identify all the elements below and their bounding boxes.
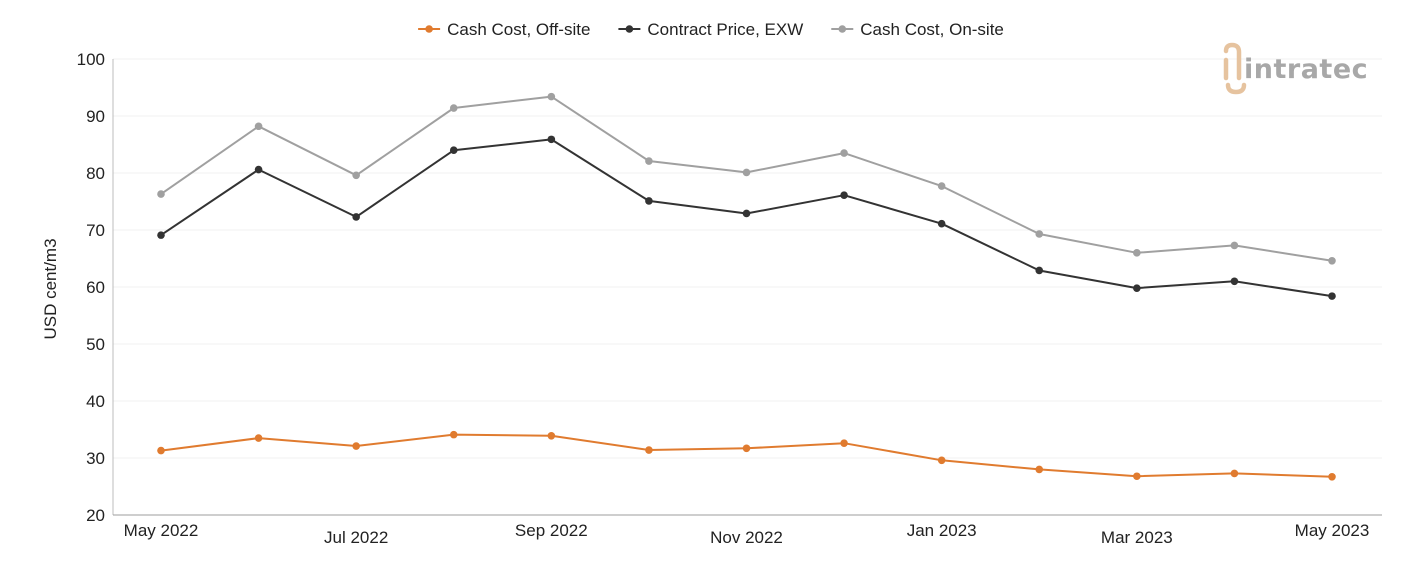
legend-label: Cash Cost, Off-site	[447, 20, 590, 39]
data-point	[352, 442, 360, 450]
data-point	[1230, 469, 1239, 478]
data-point	[1035, 465, 1044, 474]
x-tick-label: Mar 2023	[1101, 528, 1173, 547]
logo-wordmark: intratec	[1244, 54, 1368, 85]
data-point	[1328, 256, 1336, 265]
x-tick-label: May 2023	[1295, 521, 1370, 540]
data-point	[547, 135, 556, 144]
series-line	[160, 433, 1333, 478]
data-point	[840, 439, 848, 447]
data-point	[840, 149, 848, 157]
data-point	[937, 182, 946, 190]
series-line	[160, 95, 1333, 262]
data-point	[645, 446, 653, 454]
data-point	[449, 430, 458, 439]
gridlines	[113, 58, 1382, 459]
y-tick-label: 50	[86, 335, 105, 354]
data-point	[742, 444, 751, 453]
data-point	[1035, 266, 1044, 275]
data-point	[742, 209, 751, 218]
x-tick-label: Jan 2023	[907, 521, 977, 540]
data-point	[352, 171, 360, 180]
x-tick-label: Nov 2022	[710, 528, 783, 547]
y-tick-label: 70	[86, 221, 105, 240]
series-1	[157, 135, 1336, 300]
y-tick-label: 60	[86, 278, 105, 297]
data-point	[449, 104, 458, 112]
data-point	[742, 168, 751, 177]
data-point	[937, 456, 946, 465]
data-point	[157, 446, 165, 455]
series-0	[157, 430, 1336, 481]
data-point	[1133, 249, 1141, 257]
legend-item: Cash Cost, On-site	[831, 20, 1004, 39]
data-point	[1133, 472, 1141, 481]
y-tick-label: 30	[86, 449, 105, 468]
legend: Cash Cost, Off-site Contract Price, EXW Ca…	[418, 20, 1004, 39]
data-point	[645, 197, 653, 205]
x-tick-label: May 2022	[124, 521, 199, 540]
y-tick-label: 20	[86, 506, 105, 525]
x-tick-label: Jul 2022	[324, 528, 388, 547]
legend-swatch-dot	[625, 25, 634, 33]
data-point	[1035, 230, 1044, 238]
y-tick-label: 40	[86, 392, 105, 411]
data-point	[645, 157, 653, 165]
legend-swatch-dot	[425, 25, 433, 33]
axes: 20 30 40 50 60 70 80 90 100 May 2022 Jul 2022 Sep 2…	[77, 50, 1382, 547]
data-point	[254, 434, 263, 442]
y-tick-label: 80	[86, 164, 105, 183]
data-point	[547, 431, 556, 440]
y-axis-title: USD cent/m3	[41, 238, 60, 339]
intratec-logo: intratec	[1223, 42, 1368, 95]
legend-item: Cash Cost, Off-site	[418, 20, 590, 39]
data-point	[157, 231, 165, 239]
data-point	[254, 165, 263, 174]
legend-label: Cash Cost, On-site	[860, 20, 1004, 39]
series-line	[160, 138, 1333, 298]
data-point	[1230, 277, 1239, 286]
data-point	[1328, 473, 1336, 481]
data-point	[1133, 284, 1141, 292]
legend-label: Contract Price, EXW	[647, 20, 803, 39]
data-point	[1328, 292, 1336, 300]
data-point	[547, 92, 556, 101]
legend-item: Contract Price, EXW	[618, 20, 803, 39]
y-tick-label: 90	[86, 107, 105, 126]
data-point	[352, 213, 360, 221]
y-tick-label: 100	[77, 50, 105, 69]
data-point	[449, 146, 458, 154]
data-point	[157, 190, 165, 198]
data-point	[254, 122, 263, 131]
data-point	[937, 219, 946, 228]
data-point	[1230, 241, 1239, 250]
data-point	[840, 191, 848, 200]
intratec-logo-mark-icon	[1223, 42, 1247, 95]
series-2	[157, 92, 1336, 265]
x-tick-label: Sep 2022	[515, 521, 588, 540]
legend-swatch-dot	[838, 25, 847, 33]
series-lines	[157, 92, 1336, 481]
